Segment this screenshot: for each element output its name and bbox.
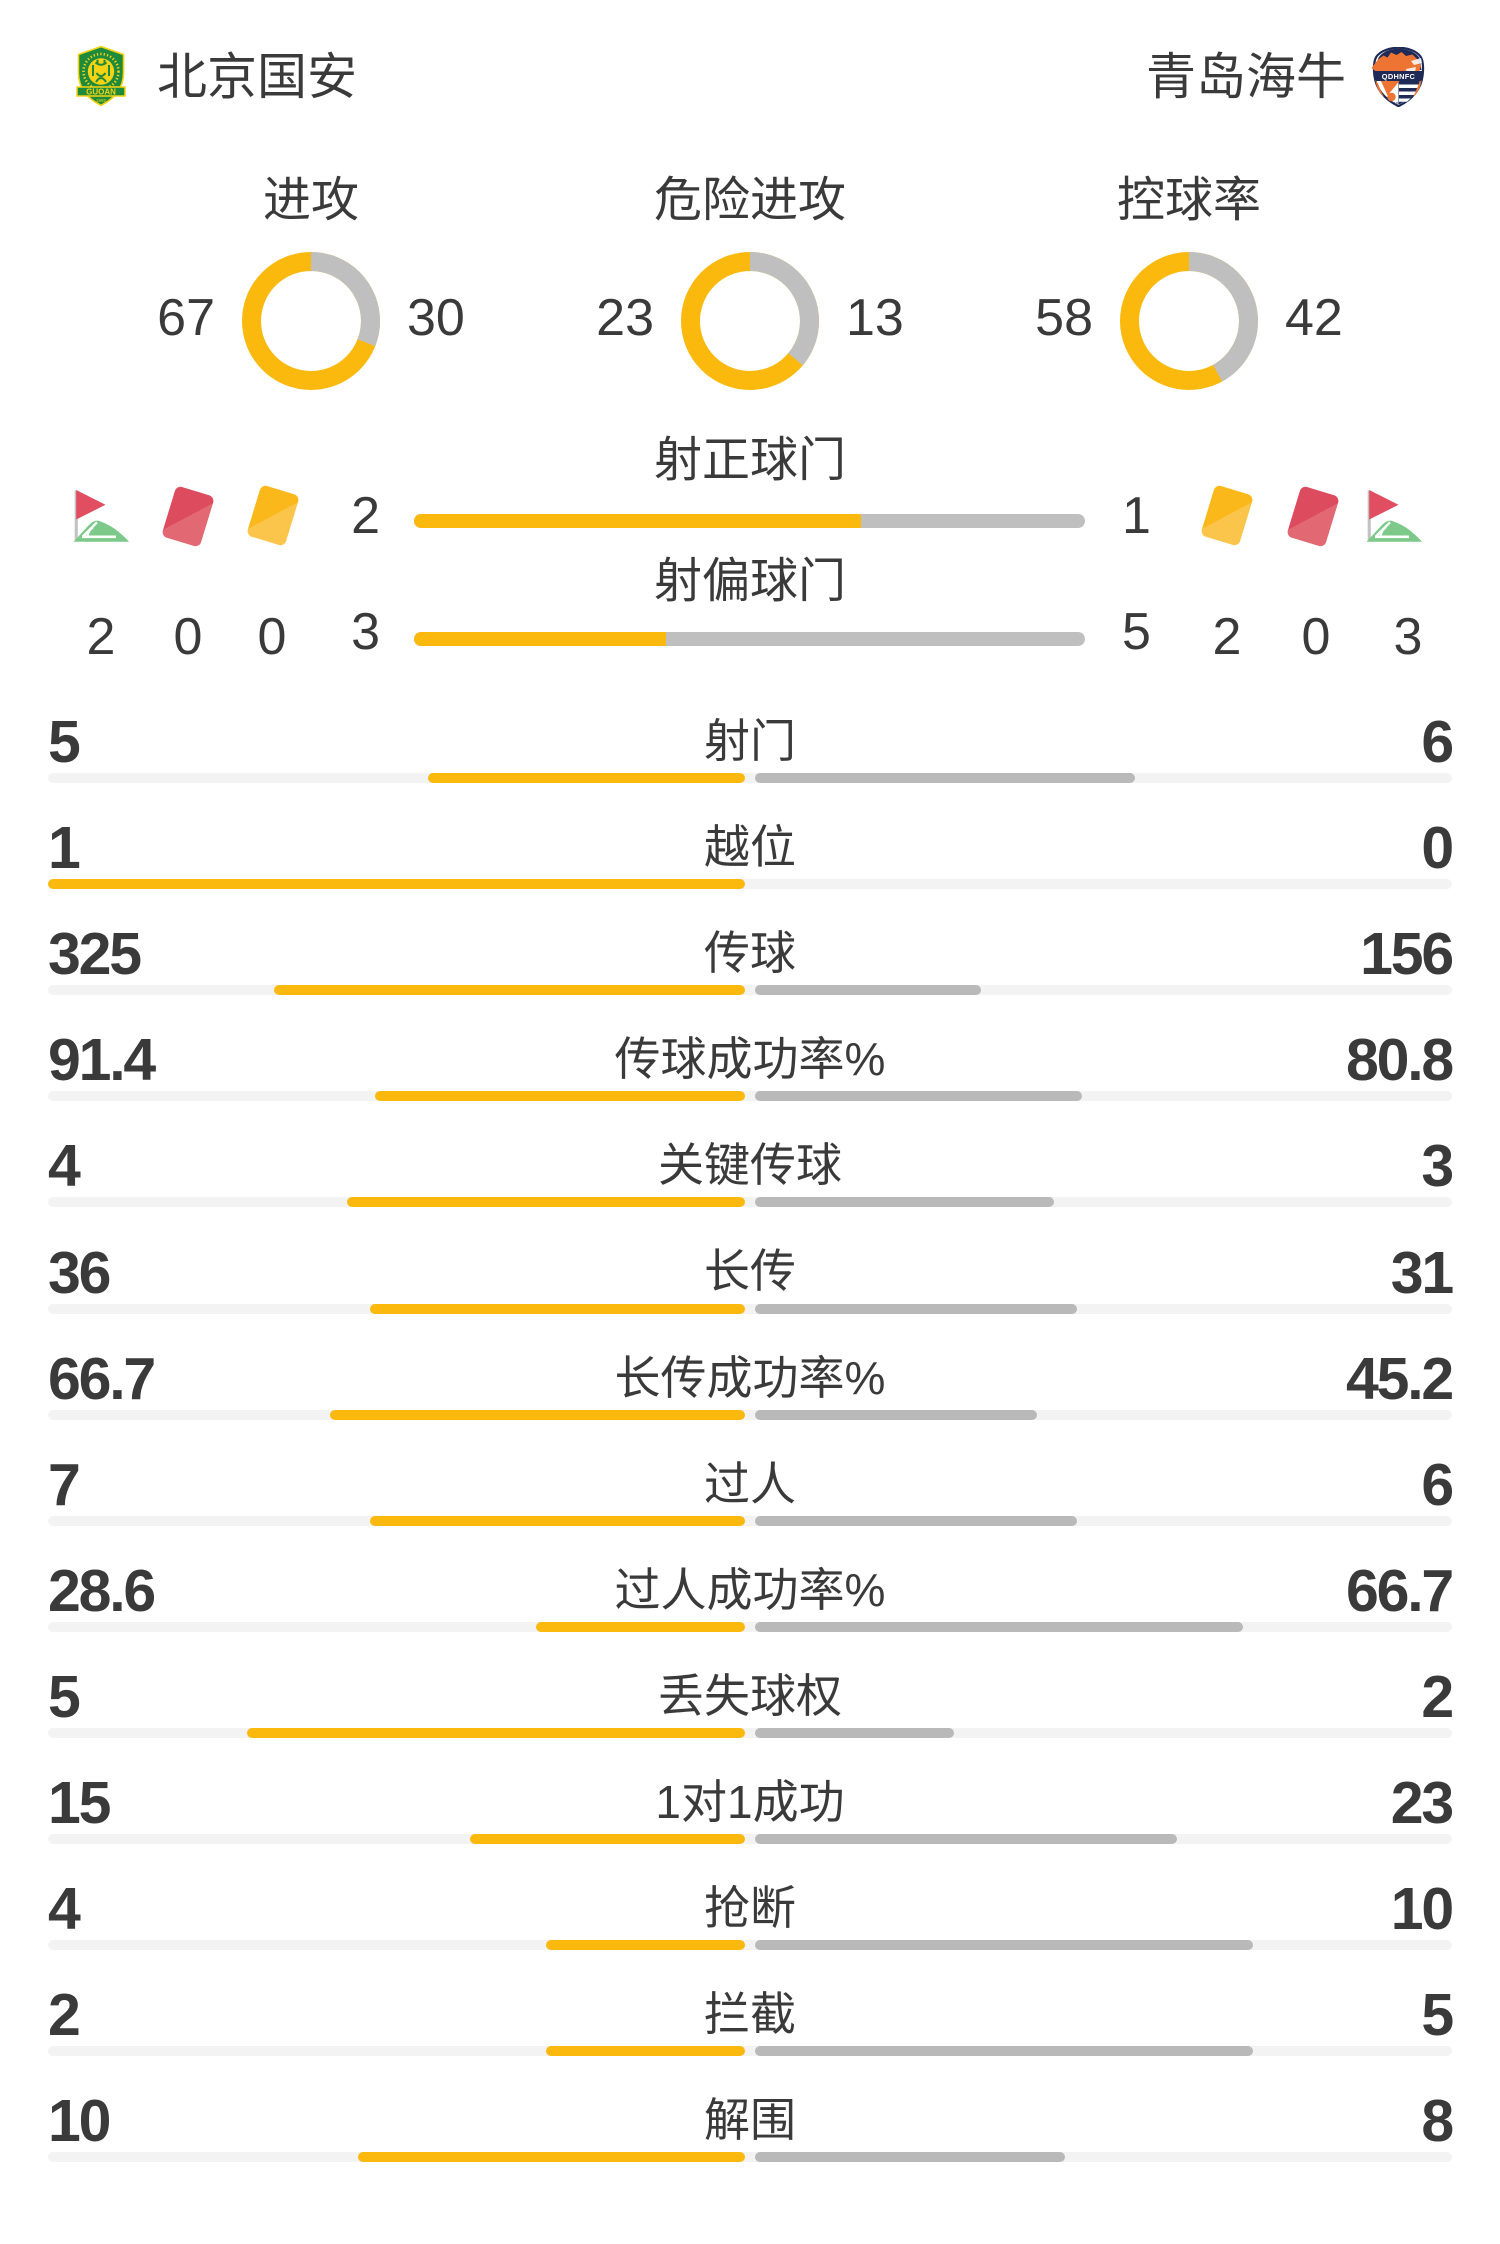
svg-text:1993: 1993 (1394, 101, 1404, 106)
svg-text:QDHNFC: QDHNFC (1382, 72, 1416, 81)
svg-text:1992: 1992 (96, 98, 107, 103)
svg-text:GUOAN: GUOAN (86, 88, 116, 97)
